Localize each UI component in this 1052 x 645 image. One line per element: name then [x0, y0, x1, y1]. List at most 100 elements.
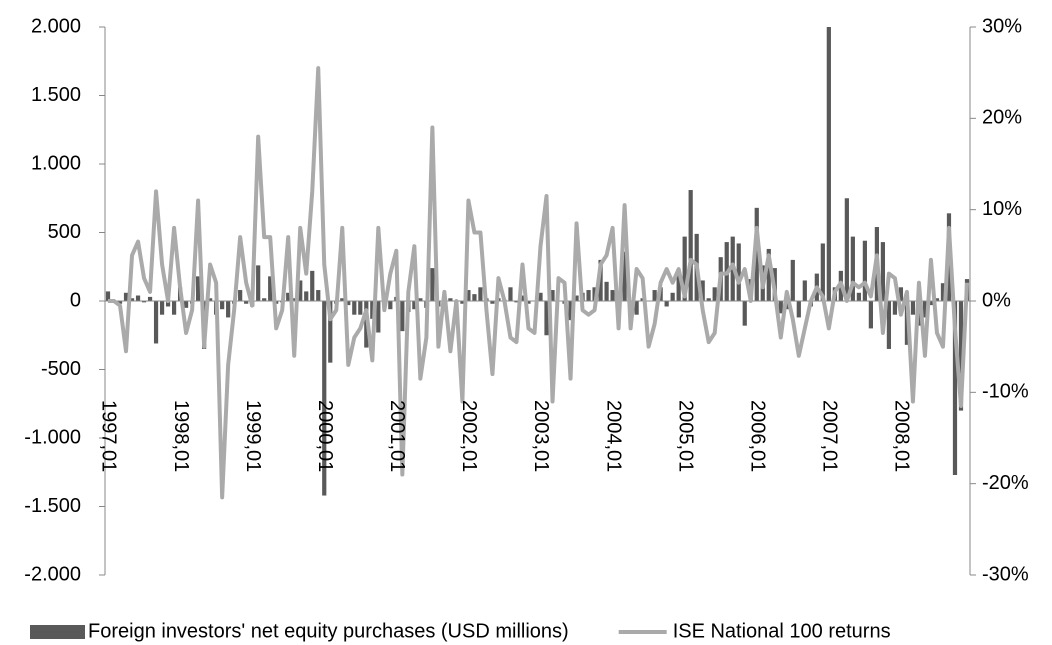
bar: [147, 296, 153, 301]
bar: [538, 292, 543, 301]
bar: [352, 301, 357, 315]
x-tick-label: 2000,01: [314, 400, 336, 472]
bar: [165, 301, 171, 307]
bar: [934, 298, 940, 301]
x-tick-label: 2007,01: [819, 400, 841, 472]
y-tick-label: -500: [41, 358, 81, 380]
bar: [586, 290, 591, 301]
x-tick-label: 2005,01: [674, 400, 696, 472]
bar: [430, 268, 435, 301]
bar: [754, 207, 759, 301]
bar: [670, 292, 675, 301]
y-tick-label: 1.500: [31, 84, 81, 106]
bar: [220, 301, 225, 310]
bar: [478, 287, 483, 301]
bar: [226, 301, 231, 318]
y2-tick-label: 20%: [982, 107, 1022, 129]
y-tick-label: 2.000: [31, 15, 81, 37]
bar: [820, 243, 825, 301]
bar: [688, 190, 693, 301]
bar: [135, 295, 141, 301]
bar: [123, 292, 129, 301]
bar: [340, 298, 345, 301]
bar: [796, 301, 801, 318]
bar: [520, 295, 525, 301]
bar: [802, 280, 807, 301]
bar: [766, 248, 771, 301]
y-tick-label: -1.000: [24, 426, 81, 448]
bar: [634, 301, 639, 315]
bar: [298, 280, 303, 301]
y2-tick-label: 0%: [982, 289, 1011, 311]
bar: [316, 290, 321, 301]
bar: [850, 236, 855, 301]
bar: [310, 270, 315, 301]
bar: [826, 27, 831, 301]
bar: [262, 298, 267, 301]
bar: [304, 291, 309, 301]
bar: [400, 301, 405, 332]
bar: [958, 301, 964, 411]
bar: [604, 281, 609, 301]
y2-tick-label: -20%: [982, 472, 1029, 494]
x-tick-label: 2006,01: [746, 400, 768, 472]
bar: [952, 301, 958, 475]
bar: [682, 236, 687, 301]
y-tick-label: 500: [48, 221, 81, 243]
bar: [105, 291, 111, 301]
bar: [208, 298, 213, 301]
bar: [736, 243, 741, 301]
bar: [706, 298, 711, 301]
x-tick-label: 1999,01: [242, 400, 264, 472]
bar: [448, 298, 453, 301]
bar: [472, 294, 477, 301]
bar: [514, 301, 519, 303]
x-tick-label: 2001,01: [386, 400, 408, 472]
bar: [256, 265, 261, 301]
bar: [460, 301, 465, 304]
bar: [117, 301, 123, 304]
bar: [922, 301, 928, 318]
bar: [676, 270, 681, 301]
bar: [700, 280, 705, 301]
legend-label: ISE National 100 returns: [673, 620, 891, 642]
bar: [370, 301, 375, 319]
bar: [388, 301, 393, 310]
y2-tick-label: 30%: [982, 15, 1022, 37]
bar: [183, 301, 189, 308]
bar: [940, 283, 946, 301]
y2-tick-label: -30%: [982, 563, 1029, 585]
bar: [466, 290, 471, 301]
bar: [544, 301, 549, 336]
bar: [508, 287, 513, 301]
bar: [898, 287, 904, 301]
bar: [238, 290, 243, 301]
y-tick-label: -1.500: [24, 495, 81, 517]
bar: [129, 298, 135, 301]
bar: [244, 301, 249, 304]
bar: [346, 301, 351, 306]
x-tick-label: 2008,01: [891, 400, 913, 472]
bar: [622, 251, 627, 301]
y-tick-label: -2.000: [24, 563, 81, 585]
x-tick-label: 2003,01: [530, 400, 552, 472]
bar: [268, 276, 273, 301]
x-tick-label: 1997,01: [98, 400, 120, 472]
y-tick-label: 0: [70, 289, 81, 311]
bar: [159, 301, 165, 315]
bar: [712, 287, 717, 301]
bar: [742, 301, 747, 326]
bar: [892, 301, 898, 315]
bar: [322, 301, 327, 496]
x-tick-label: 2002,01: [458, 400, 480, 472]
bar: [652, 290, 657, 301]
bar: [328, 301, 333, 363]
legend-swatch: [30, 625, 85, 639]
x-tick-label: 2004,01: [602, 400, 624, 472]
bar: [856, 292, 861, 301]
bar: [376, 301, 381, 333]
bar: [880, 242, 886, 301]
line: [108, 66, 969, 500]
x-tick-label: 1998,01: [170, 400, 192, 472]
